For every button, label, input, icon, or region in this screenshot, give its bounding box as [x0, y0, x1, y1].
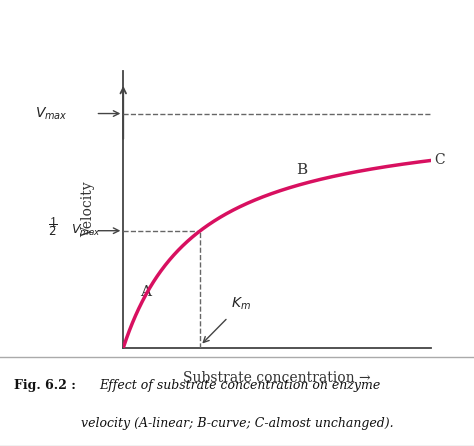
- Text: $K_m$: $K_m$: [231, 295, 251, 312]
- Text: Effect of substrate concentration on enzyme: Effect of substrate concentration on enz…: [100, 379, 381, 392]
- Text: $\overline{2}$: $\overline{2}$: [48, 224, 57, 240]
- Text: Fig. 6.2 :: Fig. 6.2 :: [14, 379, 81, 392]
- Text: Substrate concentration →: Substrate concentration →: [183, 372, 371, 385]
- Text: A: A: [140, 285, 151, 299]
- Text: $V_{max}$: $V_{max}$: [71, 223, 100, 238]
- Text: C: C: [434, 153, 445, 167]
- Text: $V_{max}$: $V_{max}$: [35, 105, 68, 122]
- Text: $\mathregular{1}$: $\mathregular{1}$: [48, 215, 56, 230]
- Text: velocity (A-linear; B-curve; C-almost unchanged).: velocity (A-linear; B-curve; C-almost un…: [81, 417, 393, 430]
- Y-axis label: Velocity: Velocity: [82, 182, 95, 237]
- Text: B: B: [296, 164, 307, 178]
